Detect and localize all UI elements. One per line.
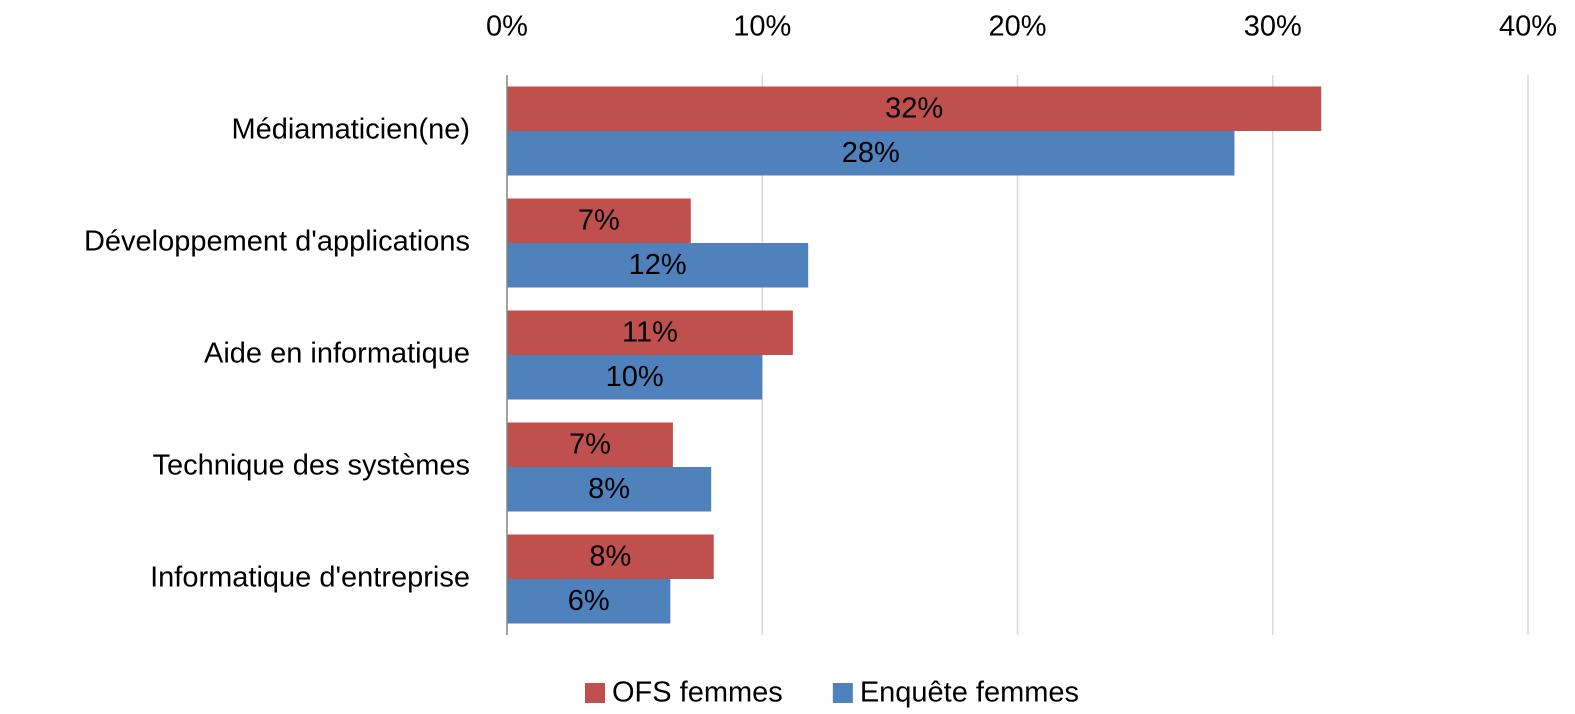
data-label: 11% bbox=[622, 316, 678, 348]
legend-label: Enquête femmes bbox=[860, 677, 1079, 709]
data-label: 12% bbox=[629, 249, 687, 281]
data-label: 7% bbox=[569, 428, 611, 460]
bar bbox=[507, 243, 809, 288]
category-label: Informatique d'entreprise bbox=[150, 562, 470, 594]
bar bbox=[507, 534, 714, 579]
bar bbox=[507, 86, 1322, 131]
x-tick-label: 20% bbox=[988, 11, 1046, 43]
legend-label: OFS femmes bbox=[612, 677, 783, 709]
bar bbox=[507, 355, 763, 400]
x-tick-label: 10% bbox=[733, 11, 791, 43]
legend-swatch bbox=[585, 683, 605, 703]
legend-swatch bbox=[832, 683, 853, 703]
x-tick-label: 30% bbox=[1244, 11, 1302, 43]
data-label: 8% bbox=[589, 540, 631, 572]
bar bbox=[507, 579, 671, 624]
x-tick-label: 0% bbox=[486, 11, 528, 43]
data-label: 32% bbox=[885, 92, 943, 124]
data-label: 6% bbox=[568, 585, 610, 617]
bar bbox=[507, 198, 691, 243]
category-label: Développement d'applications bbox=[84, 226, 470, 258]
category-label: Technique des systèmes bbox=[152, 450, 470, 482]
data-label: 10% bbox=[606, 361, 664, 393]
x-tick-label: 40% bbox=[1499, 11, 1557, 43]
bar bbox=[507, 422, 673, 467]
data-label: 7% bbox=[578, 204, 620, 236]
category-label: Aide en informatique bbox=[204, 338, 470, 370]
data-label: 28% bbox=[842, 137, 900, 169]
bar bbox=[507, 467, 712, 512]
data-label: 8% bbox=[588, 473, 630, 505]
bar bbox=[507, 131, 1235, 176]
bar bbox=[507, 310, 793, 355]
category-label: Médiamaticien(ne) bbox=[231, 114, 470, 146]
